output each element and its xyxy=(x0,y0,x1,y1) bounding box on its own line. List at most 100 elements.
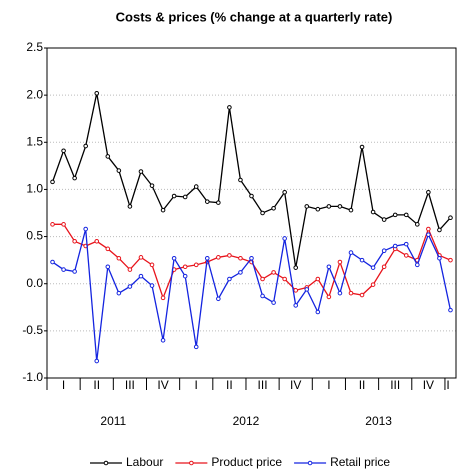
legend-label: Product price xyxy=(211,455,282,469)
point xyxy=(260,210,265,216)
series-line xyxy=(52,228,452,362)
point xyxy=(370,282,376,287)
point xyxy=(138,255,144,260)
point xyxy=(182,194,188,200)
point xyxy=(238,270,243,275)
x-tick-label: IV xyxy=(423,378,434,392)
x-tick-label: I xyxy=(327,378,330,392)
point xyxy=(105,246,111,252)
x-tick-label: III xyxy=(390,378,400,392)
point xyxy=(448,307,453,313)
point xyxy=(304,204,310,209)
point xyxy=(50,222,55,227)
x-tick-label: IV xyxy=(157,378,168,392)
point xyxy=(171,255,177,261)
point xyxy=(116,290,122,296)
x-tick-label: III xyxy=(125,378,135,392)
point xyxy=(348,207,354,213)
y-tick-label: 1.5 xyxy=(26,134,43,148)
point xyxy=(160,295,166,301)
x-tick-label: IV xyxy=(290,378,301,392)
point xyxy=(249,255,254,261)
point xyxy=(370,265,376,270)
point xyxy=(149,183,155,188)
point xyxy=(238,177,243,183)
x-tick-label: II xyxy=(359,378,366,392)
point xyxy=(182,264,188,270)
point xyxy=(348,290,354,296)
point xyxy=(61,222,66,227)
point xyxy=(381,217,387,222)
point xyxy=(282,236,287,241)
x-tick-label: II xyxy=(226,378,233,392)
point xyxy=(127,204,133,209)
y-tick-label: 2.5 xyxy=(26,40,43,54)
point xyxy=(138,273,144,279)
y-tick-label: 2.0 xyxy=(26,87,43,101)
point xyxy=(282,276,287,282)
point xyxy=(282,189,287,195)
point xyxy=(149,283,155,288)
point xyxy=(83,143,88,149)
legend-label: Retail price xyxy=(330,455,390,469)
point xyxy=(326,264,332,270)
point xyxy=(160,337,166,343)
y-tick-label: 0.0 xyxy=(26,276,43,290)
point xyxy=(426,226,431,232)
point xyxy=(326,294,332,300)
point xyxy=(271,270,276,275)
legend-label: Labour xyxy=(126,455,163,469)
point xyxy=(216,200,221,205)
point xyxy=(50,179,55,185)
point xyxy=(193,262,199,268)
point xyxy=(403,241,409,247)
point xyxy=(193,344,199,350)
point xyxy=(426,232,431,237)
point xyxy=(193,184,199,189)
point xyxy=(437,227,442,233)
point xyxy=(249,193,254,199)
point xyxy=(315,276,321,282)
point xyxy=(149,262,155,268)
point xyxy=(392,243,398,249)
point xyxy=(293,288,299,293)
point xyxy=(116,255,122,261)
point xyxy=(83,226,88,232)
point xyxy=(337,204,343,209)
y-tick-label: 1.0 xyxy=(26,182,43,196)
point xyxy=(105,154,111,159)
point xyxy=(415,262,420,268)
point xyxy=(426,189,431,195)
point xyxy=(116,168,122,173)
point xyxy=(260,293,265,299)
x-tick-label: I xyxy=(195,378,198,392)
point xyxy=(227,105,232,110)
y-tick-label: -0.5 xyxy=(22,323,43,337)
point xyxy=(403,253,409,258)
point xyxy=(127,284,133,289)
legend-marker xyxy=(103,460,109,466)
point xyxy=(315,309,321,315)
point xyxy=(171,193,177,199)
point xyxy=(448,215,453,221)
chart-title: Costs & prices (% change at a quarterly … xyxy=(116,9,393,24)
point xyxy=(381,264,387,270)
x-tick-label: I xyxy=(446,378,449,392)
point xyxy=(392,212,398,218)
plot-frame xyxy=(46,47,457,379)
point xyxy=(94,238,100,244)
point xyxy=(326,204,332,209)
point xyxy=(138,169,144,174)
legend-marker xyxy=(189,460,194,466)
point xyxy=(50,259,55,265)
series-line xyxy=(51,93,451,268)
y-tick-label: 0.5 xyxy=(26,229,43,243)
point xyxy=(271,300,276,305)
point xyxy=(293,265,299,270)
point xyxy=(238,255,243,261)
point xyxy=(216,296,221,302)
point xyxy=(94,358,100,364)
point xyxy=(216,255,221,260)
point xyxy=(204,199,210,204)
point xyxy=(337,259,343,265)
